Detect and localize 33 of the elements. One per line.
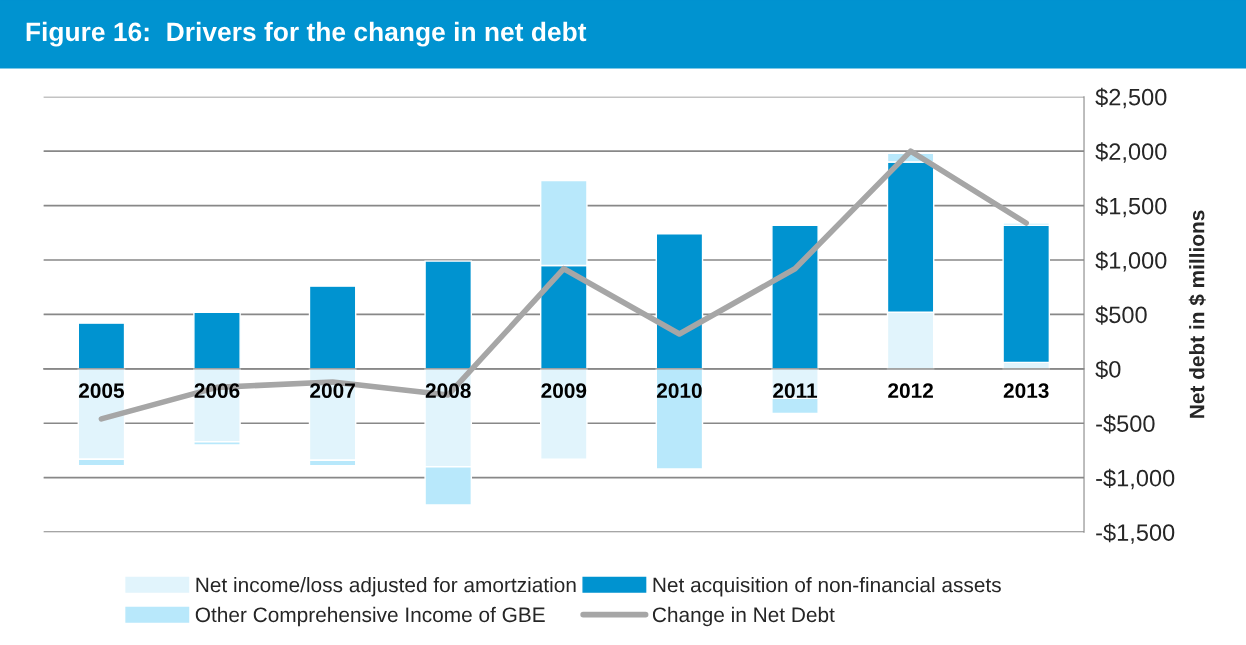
x-tick-label: 2013 — [1003, 383, 1049, 399]
bar — [539, 368, 588, 460]
legend-label: Net acquisition of non-financial assets — [653, 577, 1001, 597]
legend-label: Net income/loss adjusted for amortziation — [196, 577, 576, 597]
y-tick-label: -$1,000 — [1096, 468, 1175, 490]
bar — [1002, 224, 1051, 364]
x-tick-label: 2012 — [888, 383, 933, 399]
legend-label: Change in Net Debt — [652, 606, 835, 627]
bar — [771, 224, 819, 370]
y-axis-title: Net debt in $ millions — [1188, 210, 1206, 418]
y-tick-label: $0 — [1095, 359, 1121, 380]
bar — [77, 322, 126, 370]
x-tick-label: 2011 — [773, 383, 818, 399]
bar — [424, 260, 473, 370]
bar — [193, 311, 241, 370]
x-tick-label: 2010 — [656, 383, 702, 399]
bar — [308, 285, 357, 370]
y-tick-label: $1,500 — [1095, 196, 1167, 218]
x-tick-label: 2008 — [425, 383, 471, 399]
y-tick-label: $2,500 — [1095, 87, 1167, 109]
y-tick-label: -$1,500 — [1096, 523, 1175, 544]
y-tick-label: -$500 — [1096, 414, 1155, 434]
x-tick-label: 2009 — [541, 383, 587, 399]
y-tick-label: $1,000 — [1095, 251, 1167, 272]
y-tick-label: $2,000 — [1095, 142, 1167, 163]
bar — [655, 233, 704, 370]
bar — [655, 368, 704, 470]
y-tick-label: $500 — [1095, 305, 1147, 325]
x-tick-label: 2005 — [78, 383, 125, 399]
x-tick-label: 2007 — [310, 383, 355, 399]
chart-title: Figure 16: Drivers for the change in net debt — [26, 21, 587, 47]
legend-label: Other Comprehensive Income of GBE — [195, 606, 545, 627]
x-tick-label: 2006 — [194, 383, 240, 399]
